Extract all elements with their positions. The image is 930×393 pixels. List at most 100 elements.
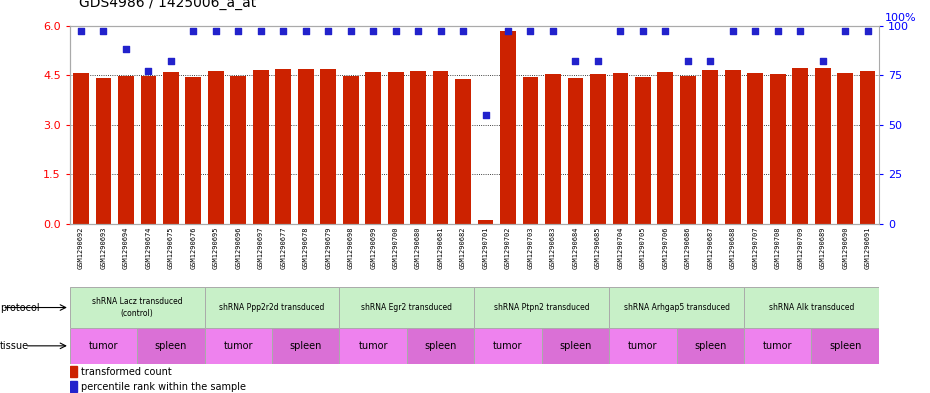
Text: GSM1290692: GSM1290692 (78, 226, 84, 269)
Bar (676, 328, 744, 364)
Point (253, 28, 268, 35)
Point (703, 58, 718, 64)
Point (681, 58, 696, 64)
Point (658, 28, 672, 35)
Text: GSM1290676: GSM1290676 (191, 226, 196, 269)
Text: GSM1290703: GSM1290703 (527, 226, 534, 269)
Point (411, 28, 426, 35)
Bar (792, 68, 808, 224)
Bar (815, 68, 830, 224)
Text: GSM1290694: GSM1290694 (123, 226, 129, 269)
Bar (208, 71, 224, 224)
Text: GSM1290682: GSM1290682 (460, 226, 466, 269)
Text: GSM1290693: GSM1290693 (100, 226, 106, 269)
Text: shRNA Ptpn2 transduced: shRNA Ptpn2 transduced (494, 303, 590, 312)
Text: GDS4986 / 1425006_a_at: GDS4986 / 1425006_a_at (79, 0, 257, 10)
Bar (811, 328, 879, 364)
Bar (590, 74, 605, 224)
Bar (298, 69, 313, 224)
Bar (343, 77, 359, 224)
Point (500, 28, 515, 35)
Bar (545, 73, 561, 224)
Bar (658, 72, 673, 224)
Text: GSM1290680: GSM1290680 (415, 226, 421, 269)
Point (613, 28, 628, 35)
Text: GSM1290689: GSM1290689 (819, 226, 826, 269)
Bar (744, 328, 811, 364)
Text: shRNA Alk transduced: shRNA Alk transduced (769, 303, 854, 312)
Point (118, 46, 133, 53)
Bar (137, 328, 205, 364)
Text: spleen: spleen (829, 341, 861, 351)
Text: spleen: spleen (559, 341, 591, 351)
Point (141, 68, 156, 74)
Text: spleen: spleen (289, 341, 322, 351)
Bar (680, 76, 696, 224)
Text: shRNA Arhgap5 transduced: shRNA Arhgap5 transduced (624, 303, 729, 312)
Text: GSM1290695: GSM1290695 (213, 226, 219, 269)
Text: GSM1290704: GSM1290704 (618, 226, 623, 269)
Point (748, 28, 763, 35)
Bar (70, 328, 138, 364)
Bar (388, 72, 404, 224)
Point (792, 28, 807, 35)
Bar (770, 75, 786, 224)
Bar (205, 287, 339, 328)
Point (860, 28, 875, 35)
Bar (275, 69, 291, 224)
Point (299, 28, 313, 35)
Text: shRNA Egr2 transduced: shRNA Egr2 transduced (362, 303, 452, 312)
Bar (272, 328, 339, 364)
Text: protocol: protocol (0, 303, 40, 312)
Point (433, 28, 448, 35)
Bar (410, 71, 426, 224)
Bar (365, 72, 381, 224)
Text: shRNA Ppp2r2d transduced: shRNA Ppp2r2d transduced (219, 303, 325, 312)
Bar (118, 77, 134, 224)
Point (456, 28, 471, 35)
Text: GSM1290696: GSM1290696 (235, 226, 241, 269)
Bar (474, 328, 541, 364)
Point (725, 28, 740, 35)
Bar (432, 70, 448, 224)
Text: transformed count: transformed count (81, 367, 172, 377)
Text: GSM1290690: GSM1290690 (843, 226, 848, 269)
Bar (523, 77, 538, 224)
Point (816, 58, 830, 64)
Text: tumor: tumor (763, 341, 792, 351)
Text: GSM1290701: GSM1290701 (483, 226, 488, 269)
Text: percentile rank within the sample: percentile rank within the sample (81, 382, 246, 391)
Text: GSM1290674: GSM1290674 (145, 226, 152, 269)
Bar (140, 77, 156, 224)
Text: GSM1290688: GSM1290688 (730, 226, 736, 269)
Bar (70, 287, 205, 328)
Text: spleen: spleen (424, 341, 457, 351)
Text: shRNA Lacz transduced
(control): shRNA Lacz transduced (control) (92, 298, 182, 318)
Point (568, 58, 583, 64)
Text: tumor: tumor (223, 341, 253, 351)
Text: GSM1290679: GSM1290679 (326, 226, 331, 269)
Bar (339, 287, 474, 328)
Bar (455, 79, 471, 224)
Point (838, 28, 853, 35)
Text: GSM1290678: GSM1290678 (303, 226, 309, 269)
Point (73, 28, 88, 35)
Point (478, 112, 493, 118)
Bar (609, 287, 744, 328)
Text: GSM1290708: GSM1290708 (775, 226, 780, 269)
Text: GSM1290706: GSM1290706 (662, 226, 669, 269)
Text: tumor: tumor (628, 341, 658, 351)
Point (635, 28, 650, 35)
Text: GSM1290684: GSM1290684 (573, 226, 578, 269)
Bar (702, 70, 718, 224)
Bar (73, 73, 89, 224)
Point (365, 28, 380, 35)
Point (321, 28, 336, 35)
Text: GSM1290700: GSM1290700 (392, 226, 399, 269)
Text: spleen: spleen (154, 341, 187, 351)
Text: GSM1290697: GSM1290697 (258, 226, 264, 269)
Bar (541, 328, 609, 364)
Point (770, 28, 785, 35)
Text: GSM1290685: GSM1290685 (595, 226, 601, 269)
Bar (205, 328, 272, 364)
